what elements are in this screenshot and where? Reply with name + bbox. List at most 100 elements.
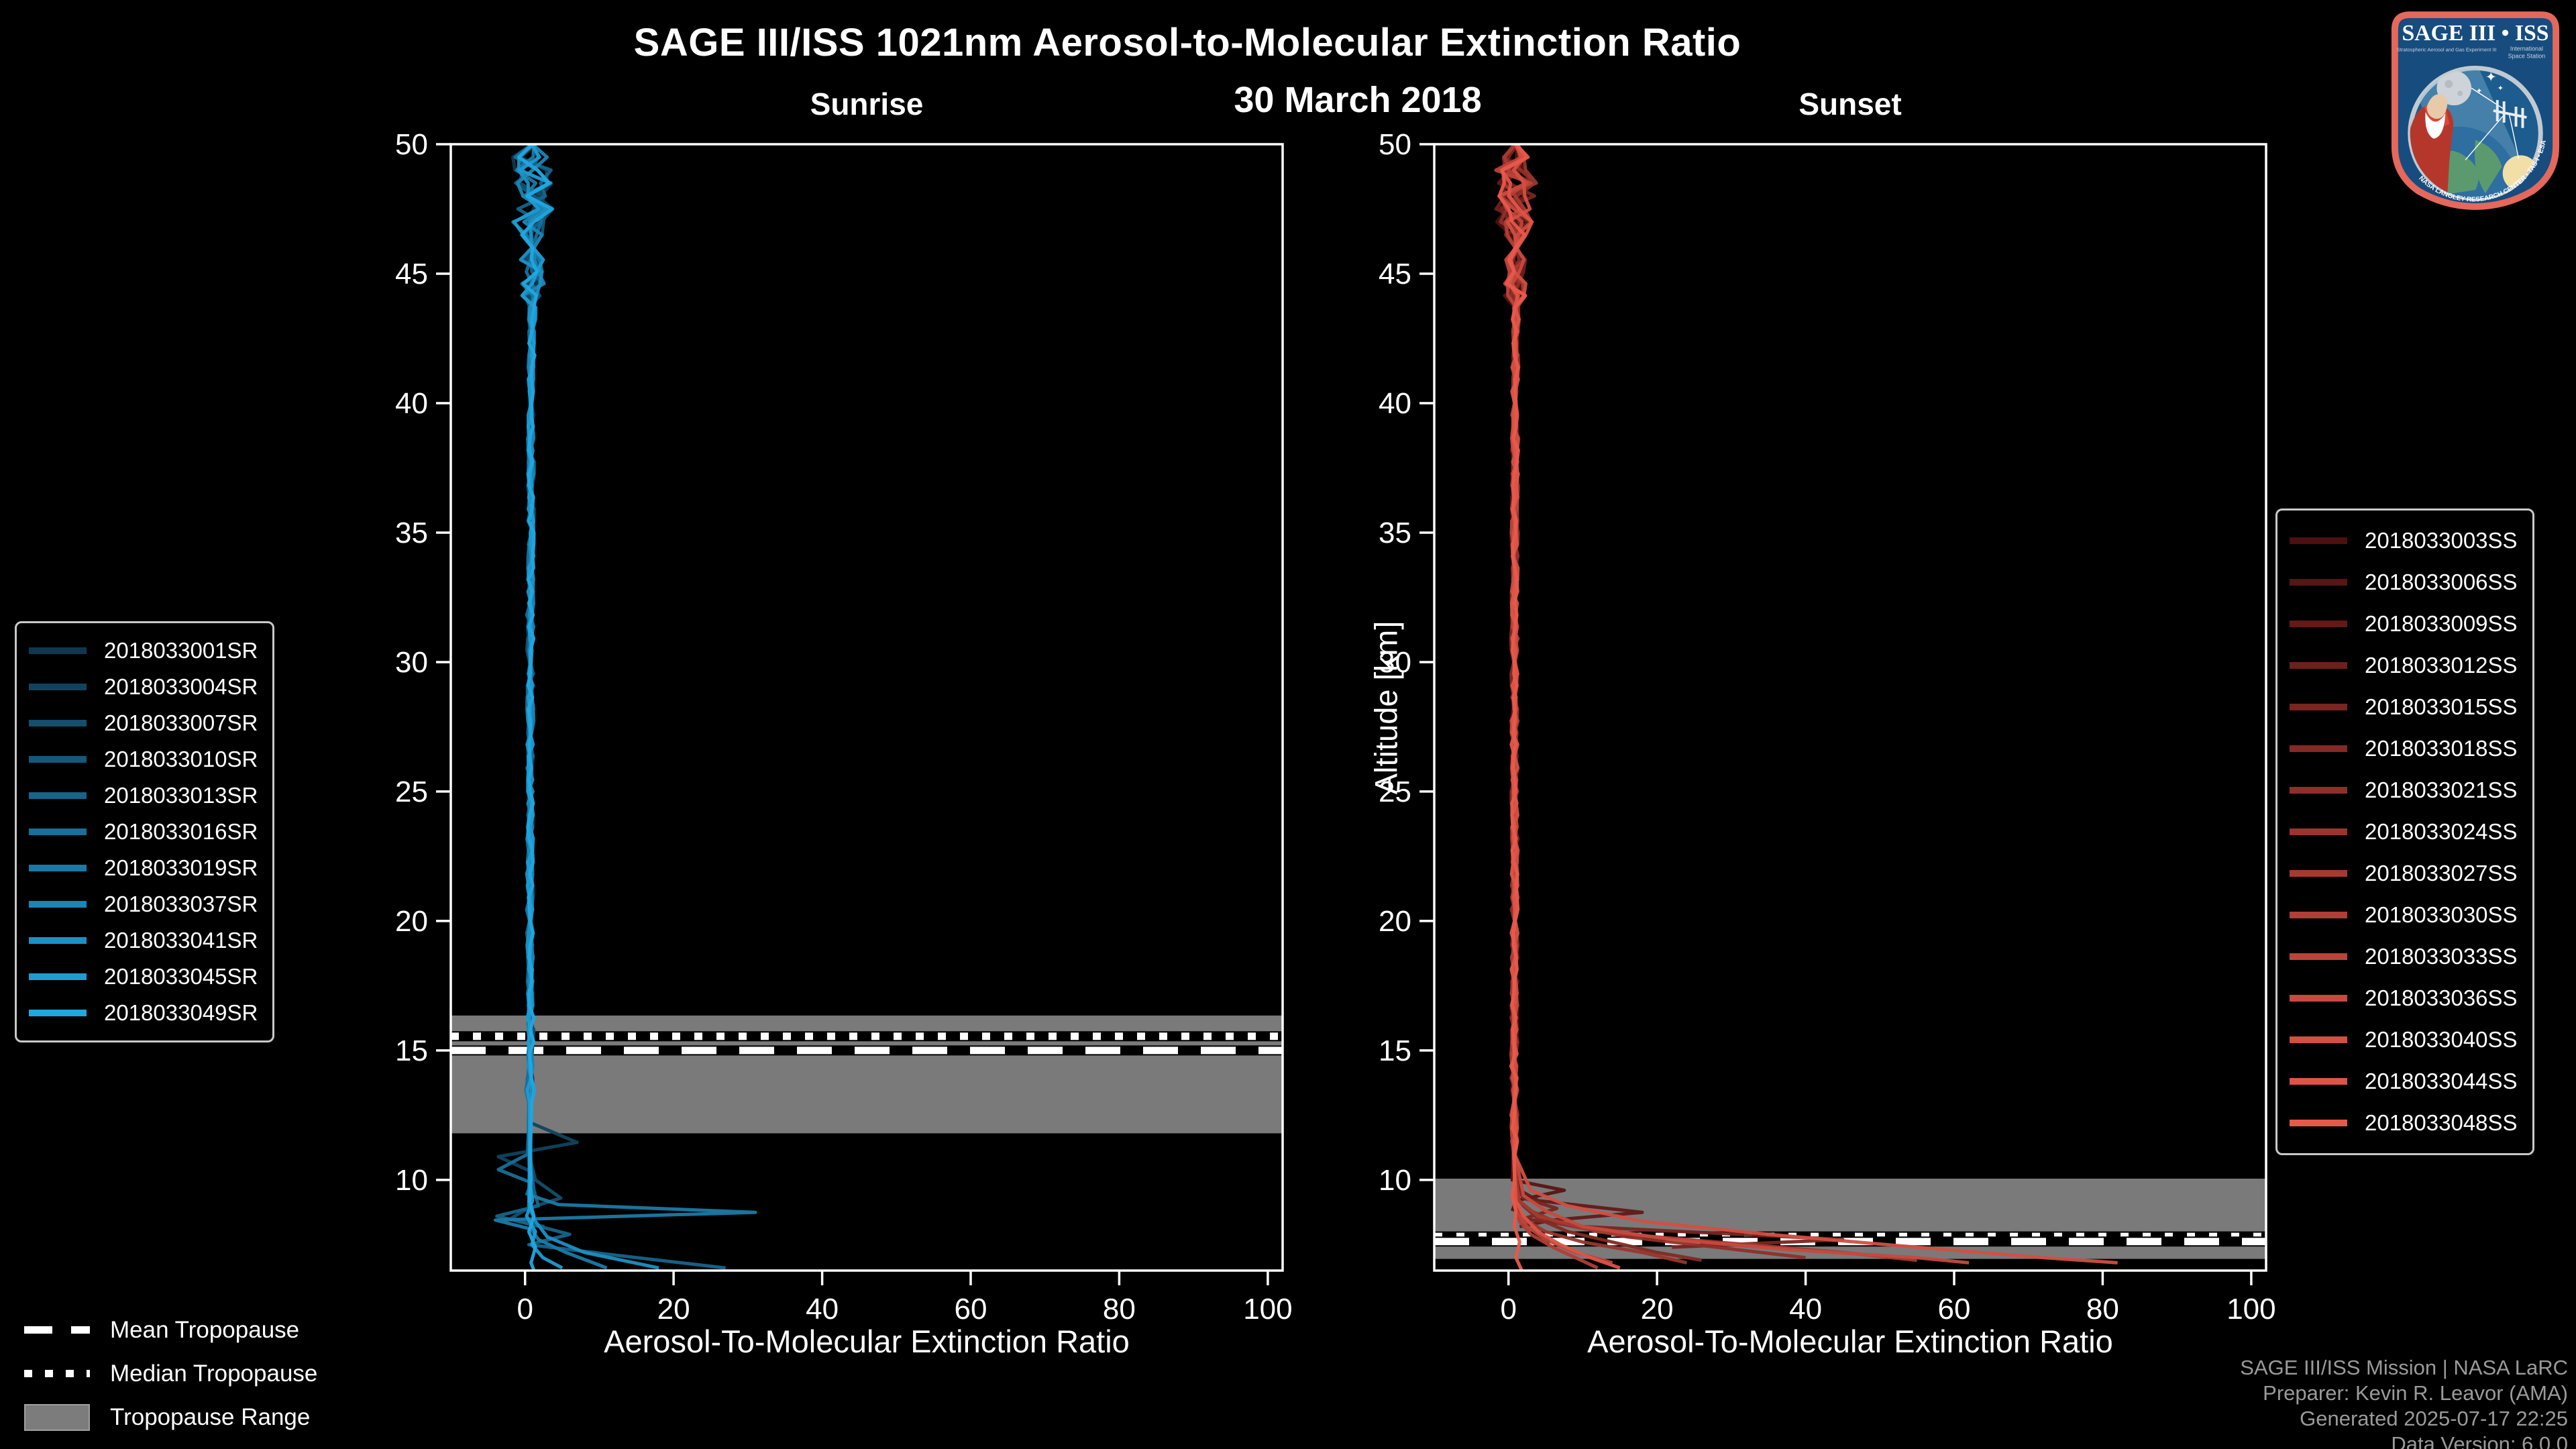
profile-line-2018033049SR xyxy=(517,144,554,1271)
legend-line-swatch xyxy=(29,973,87,980)
legend-event-label: 2018033019SR xyxy=(104,855,258,880)
x-axis-label-sunrise: Aerosol-To-Molecular Extinction Ratio xyxy=(604,1324,1130,1359)
legend-item-2018033007SR: 2018033007SR xyxy=(29,705,258,741)
moon-crater xyxy=(2457,91,2463,97)
legend-label: Median Tropopause xyxy=(110,1360,318,1387)
legend-item-2018033041SR: 2018033041SR xyxy=(29,922,258,959)
y-tick-label: 30 xyxy=(1379,646,1411,679)
x-tick-label: 100 xyxy=(1243,1293,1292,1326)
profile-line-2018033027SS xyxy=(1502,144,1917,1263)
legend-item-2018033013SR: 2018033013SR xyxy=(29,777,258,814)
y-tick-label: 35 xyxy=(395,517,428,549)
legend-item-2018033003SS: 2018033003SS xyxy=(2290,520,2518,561)
panel-title-sunset: Sunset xyxy=(1799,87,1902,121)
iss-icon xyxy=(2493,100,2527,128)
x-tick-label: 60 xyxy=(1938,1293,1971,1326)
logo-subtitle-space-station: Space Station xyxy=(2508,53,2546,60)
legend-event-label: 2018033041SR xyxy=(104,928,258,953)
x-tick-label: 0 xyxy=(1500,1293,1516,1326)
legend-item-2018033027SS: 2018033027SS xyxy=(2290,853,2518,894)
legend-item-2018033049SR: 2018033049SR xyxy=(29,995,258,1031)
axes-box xyxy=(449,143,1284,1272)
svg-text:✦: ✦ xyxy=(2476,87,2482,95)
legend-event-label: 2018033040SS xyxy=(2365,1027,2518,1052)
legend-line-swatch xyxy=(29,684,87,690)
dotted-line-swatch xyxy=(24,1370,90,1377)
legend-event-label: 2018033004SR xyxy=(104,674,258,699)
moon-crater xyxy=(2445,80,2453,89)
legend-line-swatch xyxy=(29,865,87,871)
x-tick-label: 0 xyxy=(517,1293,533,1326)
legend-event-label: 2018033016SR xyxy=(104,819,258,844)
svg-text:✦: ✦ xyxy=(2485,70,2497,85)
y-tick-label: 20 xyxy=(395,905,428,938)
profile-line-2018033040SS xyxy=(1505,144,2118,1265)
legend-tropopause: Mean Tropopause Median Tropopause Tropop… xyxy=(24,1308,317,1439)
legend-event-label: 2018033049SR xyxy=(104,1000,258,1025)
y-tick-label: 25 xyxy=(1379,775,1411,808)
profile-line-2018033036SS xyxy=(1497,144,1970,1265)
legend-item-2018033037SR: 2018033037SR xyxy=(29,886,258,922)
legend-event-label: 2018033030SS xyxy=(2365,902,2518,927)
legend-event-label: 2018033045SR xyxy=(104,964,258,989)
legend-item-2018033018SS: 2018033018SS xyxy=(2290,728,2518,769)
legend-sunrise-events: 2018033001SR 2018033004SR 2018033007SR 2018… xyxy=(15,621,275,1042)
legend-item-median-tropopause: Median Tropopause xyxy=(24,1352,317,1395)
legend-item-2018033010SR: 2018033010SR xyxy=(29,741,258,777)
legend-line-swatch xyxy=(29,901,87,908)
dashed-line-swatch xyxy=(24,1326,90,1334)
x-tick-label: 60 xyxy=(955,1293,987,1326)
profile-line-2018033021SS xyxy=(1499,144,1806,1260)
legend-event-label: 2018033024SS xyxy=(2365,819,2518,844)
y-tick-label: 30 xyxy=(395,646,428,679)
legend-event-label: 2018033001SR xyxy=(104,638,258,663)
gray-patch-swatch xyxy=(24,1403,90,1431)
legend-sunset-events: 2018033003SS 2018033006SS 2018033009SS 2018… xyxy=(2275,508,2534,1155)
legend-item-mean-tropopause: Mean Tropopause xyxy=(24,1308,317,1352)
legend-line-swatch xyxy=(2290,912,2347,918)
legend-item-tropopause-range: Tropopause Range xyxy=(24,1395,317,1439)
attribution-line: SAGE III/ISS Mission | NASA LaRC xyxy=(2240,1356,2568,1379)
y-tick-label: 45 xyxy=(1379,258,1411,290)
legend-event-label: 2018033027SS xyxy=(2365,861,2518,885)
legend-line-swatch xyxy=(2290,704,2347,710)
legend-label: Tropopause Range xyxy=(110,1403,311,1430)
y-tick-label: 15 xyxy=(1379,1034,1411,1067)
legend-event-label: 2018033015SS xyxy=(2365,694,2518,719)
y-tick-label: 45 xyxy=(395,258,428,290)
legend-event-label: 2018033044SS xyxy=(2365,1069,2518,1093)
x-tick-label: 20 xyxy=(657,1293,690,1326)
legend-item-2018033021SS: 2018033021SS xyxy=(2290,769,2518,811)
legend-item-2018033040SS: 2018033040SS xyxy=(2290,1019,2518,1061)
legend-line-swatch xyxy=(2290,579,2347,586)
y-tick-label: 10 xyxy=(1379,1164,1411,1197)
legend-item-2018033048SS: 2018033048SS xyxy=(2290,1102,2518,1144)
logo-title: SAGE III • ISS xyxy=(2402,21,2548,46)
legend-item-2018033036SS: 2018033036SS xyxy=(2290,977,2518,1019)
legend-item-2018033015SS: 2018033015SS xyxy=(2290,686,2518,728)
x-tick-label: 100 xyxy=(2226,1293,2275,1326)
legend-event-label: 2018033012SS xyxy=(2365,653,2518,678)
x-tick-label: 40 xyxy=(806,1293,839,1326)
legend-event-label: 2018033006SS xyxy=(2365,570,2518,594)
legend-line-swatch xyxy=(29,720,87,727)
profile-line-2018033015SS xyxy=(1499,144,1845,1249)
legend-line-swatch xyxy=(2290,1078,2347,1085)
legend-item-2018033001SR: 2018033001SR xyxy=(29,633,258,669)
legend-line-swatch xyxy=(29,792,87,799)
profile-line-2018033018SS xyxy=(1502,144,1703,1263)
legend-item-2018033044SS: 2018033044SS xyxy=(2290,1061,2518,1102)
y-tick-label: 10 xyxy=(395,1164,428,1197)
legend-line-swatch xyxy=(2290,1036,2347,1043)
y-tick-label: 40 xyxy=(1379,387,1411,420)
legend-line-swatch xyxy=(2290,745,2347,752)
legend-line-swatch xyxy=(29,828,87,835)
legend-event-label: 2018033018SS xyxy=(2365,736,2518,761)
legend-line-swatch xyxy=(2290,662,2347,669)
profile-line-2018033048SS xyxy=(1497,144,1530,1271)
legend-line-swatch xyxy=(2290,953,2347,960)
legend-item-2018033024SS: 2018033024SS xyxy=(2290,811,2518,853)
profile-line-2018033024SS xyxy=(1498,144,1687,1265)
